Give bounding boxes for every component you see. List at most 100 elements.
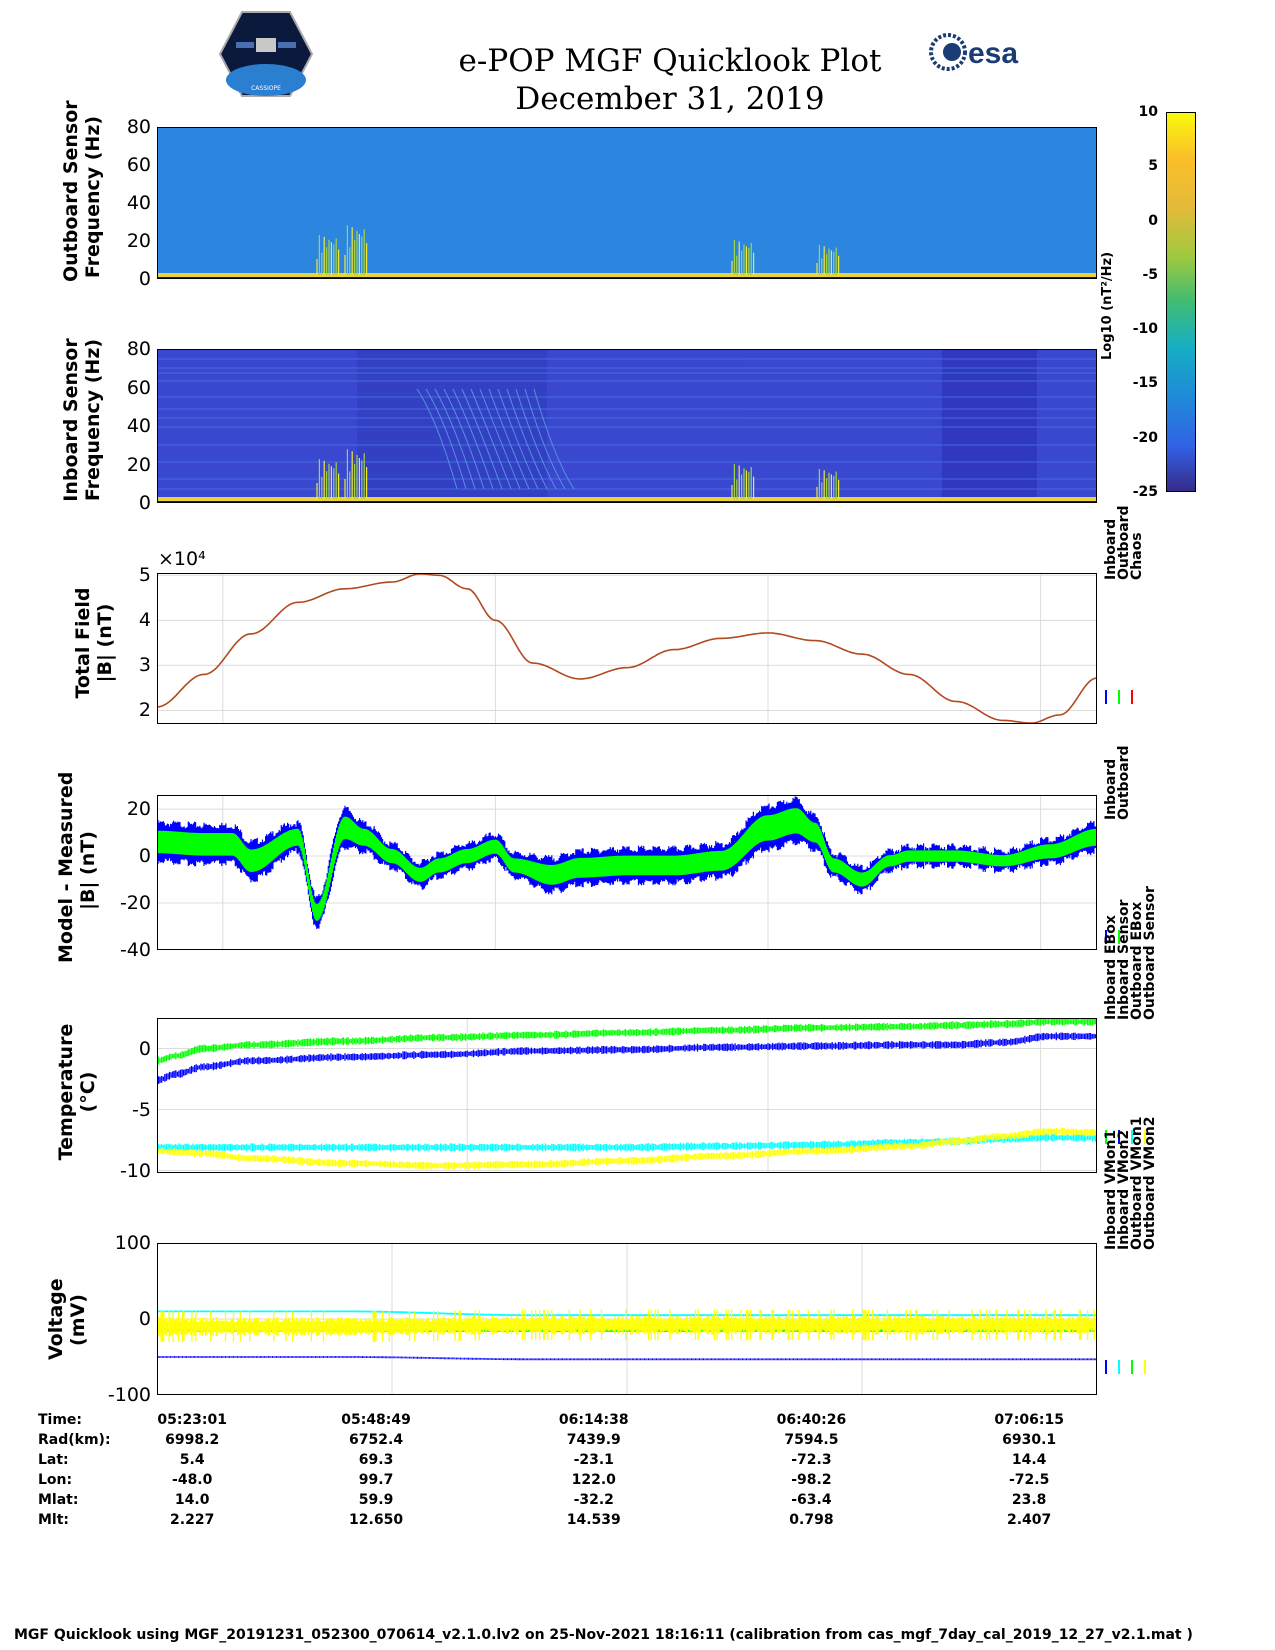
orbit-table-grid: Time: 05:23:01 05:48:49 06:14:38 06:40:26 07:…: [38, 1410, 1138, 1530]
spectrogram-whistler-trace: [479, 388, 521, 490]
spectrogram-background: [157, 127, 1097, 279]
colorbar-tick: 0: [1148, 212, 1158, 229]
orbit-table-row: Lon: -48.0 99.7 122.0 -98.2 -72.5: [38, 1470, 1138, 1490]
spectrogram-whistler-trace: [470, 388, 512, 490]
totalfield-legend-swatch: [1131, 690, 1133, 704]
temperature-plot: [157, 1018, 1097, 1173]
inboard-ylabel-line2: Frequency (Hz): [82, 338, 104, 502]
y-tick-label: 40: [126, 192, 151, 214]
orbit-cell: 0.798: [789, 1512, 834, 1528]
plot-svg: [157, 1018, 1097, 1173]
spectrogram-whistler-trace: [506, 388, 548, 490]
outboard-ylabel: Outboard Sensor Frequency (Hz): [60, 100, 104, 282]
y-tick-label: 0: [138, 1037, 151, 1060]
plot-frame: [157, 1243, 1097, 1395]
voltage-legend-label: Outboard VMon2: [1142, 1116, 1158, 1250]
temperature-legend-label: Outboard Sensor: [1142, 886, 1158, 1020]
orbit-cell: -98.2: [791, 1472, 832, 1488]
orbit-table-row: Time: 05:23:01 05:48:49 06:14:38 06:40:26 07:…: [38, 1410, 1138, 1430]
temperature-ylabel-line1: Temperature: [55, 1023, 77, 1161]
colorbar-tick: -10: [1132, 321, 1158, 338]
temperature-ylabel-line2: (°C): [77, 1071, 99, 1113]
temperature-legend-swatch: [1131, 1130, 1133, 1144]
modelmeas-legend-label: Outboard: [1116, 745, 1132, 820]
plot-svg: [157, 795, 1097, 950]
cassiope-logo: CASSIOPE: [218, 10, 314, 98]
plot-svg: [157, 573, 1097, 724]
spectrogram-band: [357, 349, 547, 503]
y-tick-label: 60: [126, 376, 151, 399]
orbit-cell: 07:06:15: [994, 1412, 1064, 1428]
orbit-cell: 12.650: [349, 1512, 404, 1528]
voltage-legend-swatch: [1118, 1360, 1120, 1374]
spectrogram-whistler-trace: [488, 388, 530, 490]
y-tick-label: 20: [126, 230, 151, 252]
totalfield-ylabel-line1: Total Field: [72, 587, 94, 699]
orbit-cell: 06:14:38: [558, 1412, 629, 1428]
orbit-cell: -63.4: [791, 1492, 832, 1508]
colorbar-label: Log10 (nT²/Hz): [1100, 251, 1115, 360]
inboard-ylabel: Inboard Sensor Frequency (Hz): [60, 335, 104, 505]
orbit-row-label: Lat:: [38, 1452, 69, 1468]
y-tick-label: 40: [126, 415, 151, 437]
spectrogram-whistler-trace: [416, 388, 458, 490]
orbit-cell: 122.0: [571, 1472, 616, 1488]
y-tick-label: 4: [138, 609, 151, 632]
y-tick-label: -5: [132, 1098, 151, 1121]
y-tick-label: 5: [138, 564, 151, 587]
colorbar: [1166, 112, 1196, 492]
orbit-table-row: Lat: 5.4 69.3 -23.1 -72.3 14.4: [38, 1450, 1138, 1470]
y-tick-label: 2: [138, 699, 151, 722]
colorbar-gradient: [1166, 112, 1196, 492]
outboard-spectrogram: [157, 127, 1097, 279]
voltage-ylabel-line2: (mV): [67, 1294, 89, 1346]
spectrogram-frame: [157, 127, 1097, 279]
modelmeas-legend-swatch: [1118, 930, 1120, 944]
orbit-cell: 99.7: [358, 1472, 394, 1488]
esa-logo-graphic: esa: [929, 33, 1018, 71]
esa-logo: esa: [928, 32, 1038, 74]
y-tick-label: -40: [119, 939, 151, 961]
orbit-cell: 06:40:26: [776, 1412, 847, 1428]
orbit-cell: 05:23:01: [157, 1412, 228, 1428]
orbit-cell: 6998.2: [165, 1432, 220, 1448]
orbit-cell: 7439.9: [566, 1432, 621, 1448]
voltage-legend-swatch: [1105, 1360, 1107, 1374]
orbit-cell: 59.9: [358, 1492, 394, 1508]
spectrogram-frame: [157, 349, 1097, 503]
orbit-cell: 14.539: [566, 1512, 621, 1528]
spectrogram-background: [157, 349, 1097, 503]
orbit-cell: -48.0: [172, 1472, 213, 1488]
spectrogram-whistler-trace: [461, 388, 503, 490]
voltage-series-0: [157, 1356, 1097, 1361]
orbit-cell: -32.2: [573, 1492, 614, 1508]
orbit-cell: 6930.1: [1002, 1432, 1057, 1448]
orbit-row-label: Mlt:: [38, 1512, 70, 1528]
orbit-row-label: Rad(km):: [38, 1432, 111, 1448]
spectrogram-whistler-trace: [515, 388, 557, 490]
y-tick-label: 0: [138, 492, 151, 514]
y-tick-label: -10: [119, 1159, 151, 1182]
orbit-cell: 69.3: [358, 1452, 394, 1468]
spectrogram-whistler-trace: [524, 388, 566, 490]
modelmeas-ylabel-line1: Model - Measured: [55, 771, 77, 963]
temperature-series-0: [157, 1018, 1097, 1065]
y-tick-label: 0: [138, 268, 151, 290]
orbit-cell: 2.227: [170, 1512, 215, 1528]
modelmeas-ylabel-line2: |B| (nT): [77, 831, 99, 910]
page-subtitle-date: December 31, 2019: [515, 81, 825, 117]
spectrogram-svg: [157, 127, 1097, 279]
spectrogram-band: [747, 349, 937, 503]
orbit-cell: -23.1: [573, 1452, 614, 1468]
cassiope-logo-text: CASSIOPE: [251, 85, 281, 92]
totalfield-ylabel: Total Field |B| (nT): [72, 583, 116, 703]
esa-logo-text: esa: [968, 37, 1018, 70]
y-tick-label: 60: [126, 154, 151, 176]
spectrogram-whistler-trace: [425, 388, 467, 490]
plot-frame: [157, 573, 1097, 724]
orbit-cell: 7594.5: [784, 1432, 839, 1448]
y-tick-label: -100: [107, 1384, 151, 1406]
spectrogram-dc-band: [157, 273, 1097, 277]
orbit-cell: 14.4: [1011, 1452, 1047, 1468]
orbit-row-label: Time:: [38, 1412, 83, 1428]
